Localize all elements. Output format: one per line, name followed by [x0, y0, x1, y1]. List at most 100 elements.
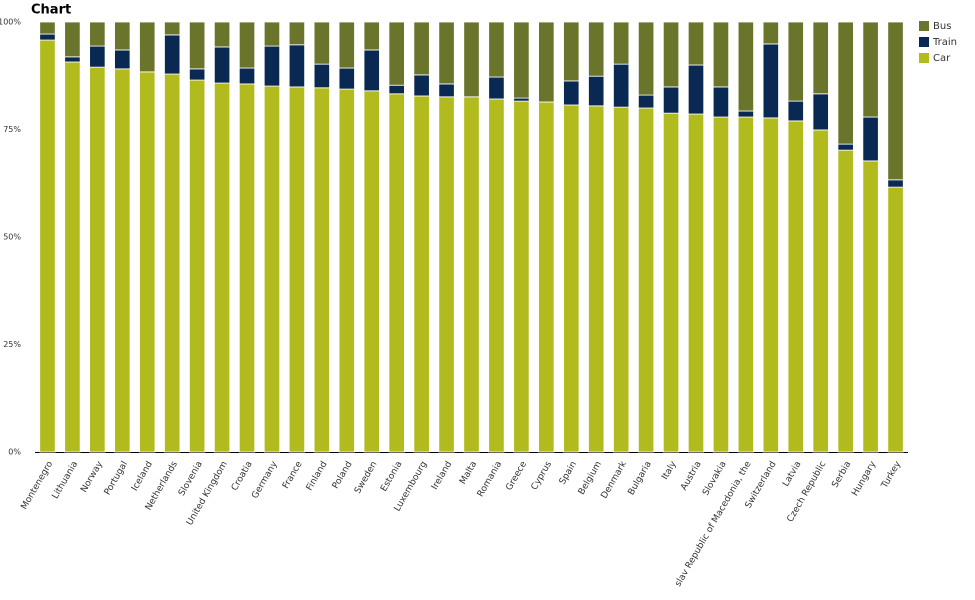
bar-segment	[238, 21, 256, 69]
bar-segment	[637, 94, 655, 109]
bar-segment	[637, 107, 655, 453]
bar-segment	[438, 21, 455, 85]
bar-segment	[563, 104, 580, 453]
bar-segment	[737, 116, 755, 453]
legend-swatch	[919, 53, 929, 63]
x-tick-label: Serbia	[830, 460, 853, 490]
bar-segment	[787, 100, 804, 122]
bar-segment	[413, 74, 430, 97]
bar-segment	[363, 90, 380, 453]
bar-segment	[313, 63, 330, 89]
legend-label: Car	[933, 53, 951, 64]
bar-segment	[288, 21, 306, 46]
bar-segment	[812, 21, 829, 95]
bar-segment	[188, 68, 206, 81]
bar-segment	[213, 82, 231, 453]
x-tick-label: Malta	[458, 460, 479, 487]
bar-segment	[513, 100, 530, 453]
bar-segment	[164, 21, 181, 36]
x-tick-label: Denmark	[600, 459, 630, 501]
x-tick-label: Iceland	[130, 460, 155, 493]
chart-title: Chart	[31, 3, 71, 18]
bar-segment	[188, 21, 206, 70]
bar-segment	[463, 21, 480, 98]
bar-segment	[438, 83, 455, 98]
bar-segment	[662, 86, 680, 114]
bar-segment	[837, 21, 854, 145]
bar-segment	[164, 34, 181, 75]
bar-segment	[613, 63, 630, 108]
x-tick-label: Portugal	[103, 460, 130, 497]
bar-segment	[89, 66, 106, 453]
bar-segment	[762, 117, 779, 453]
bar-segment	[263, 85, 281, 453]
bar-segment	[64, 21, 81, 58]
bar-segment	[64, 61, 81, 453]
bar-segment	[114, 21, 131, 51]
x-tick-label: Latvia	[781, 460, 803, 489]
bar-segment	[139, 21, 156, 73]
bar-segment	[687, 113, 705, 453]
y-tick-label: 75%	[3, 125, 21, 134]
bar-segment	[613, 106, 630, 453]
y-tick-label: 0%	[8, 448, 21, 457]
bar-segment	[338, 67, 355, 90]
x-tick-label: Cyprus	[530, 459, 555, 491]
bar-segment	[413, 21, 430, 76]
bar-segment	[712, 21, 730, 88]
bar-segment	[263, 21, 281, 47]
bar-segment	[164, 73, 181, 453]
bar-segment	[338, 21, 355, 69]
bar-segment	[637, 21, 655, 96]
legend-swatch	[919, 21, 929, 31]
bar-segment	[488, 76, 505, 100]
bar-segment	[463, 96, 480, 453]
y-tick-label: 50%	[3, 233, 21, 242]
x-tick-label: Estonia	[379, 460, 404, 494]
x-tick-label: Sweden	[353, 460, 379, 496]
bar-segment	[114, 49, 131, 70]
bar-segment	[39, 21, 56, 35]
bar-segment	[563, 80, 580, 106]
bar-segment	[513, 97, 530, 102]
bar-segment	[687, 21, 705, 66]
bar-segment	[238, 67, 256, 85]
bar-segment	[513, 21, 530, 99]
legend-swatch	[919, 37, 929, 47]
bar-segment	[363, 21, 380, 51]
x-tick-label: Romania	[476, 460, 504, 499]
legend-label: Train	[932, 37, 957, 48]
y-tick-label: 100%	[0, 18, 21, 27]
bar-segment	[114, 68, 131, 453]
bar-segment	[712, 116, 730, 453]
bar-segment	[89, 21, 106, 47]
x-tick-label: Norway	[79, 459, 105, 494]
x-tick-label: Finland	[305, 460, 330, 493]
bar-segment	[887, 179, 904, 188]
x-tick-label: Slovenia	[177, 460, 205, 498]
bar-segment	[488, 21, 505, 78]
x-tick-label: Turkey	[879, 459, 903, 491]
x-tick-label: Slovakia	[701, 460, 729, 498]
bar-segment	[538, 21, 555, 103]
x-tick-label: Germany	[250, 459, 280, 500]
bar-segment	[588, 21, 605, 77]
x-tick-label: Croatia	[230, 460, 255, 493]
bar-segment	[737, 21, 755, 112]
x-tick-label: Spain	[558, 460, 579, 487]
bar-segment	[388, 93, 405, 453]
bar-segment	[388, 84, 405, 95]
bar-segment	[837, 149, 854, 453]
x-tick-label: Belgium	[577, 460, 604, 497]
bar-segment	[563, 21, 580, 82]
bar-segment	[737, 110, 755, 118]
bar-segment	[862, 21, 879, 118]
bar-segment	[662, 112, 680, 453]
x-tick-label: Bulgaria	[627, 460, 654, 497]
x-tick-label: Austria	[679, 460, 704, 493]
bar-segment	[188, 79, 206, 453]
bar-segment	[762, 43, 779, 119]
x-tick-label: Lithuania	[51, 460, 81, 501]
bar-segment	[862, 116, 879, 162]
